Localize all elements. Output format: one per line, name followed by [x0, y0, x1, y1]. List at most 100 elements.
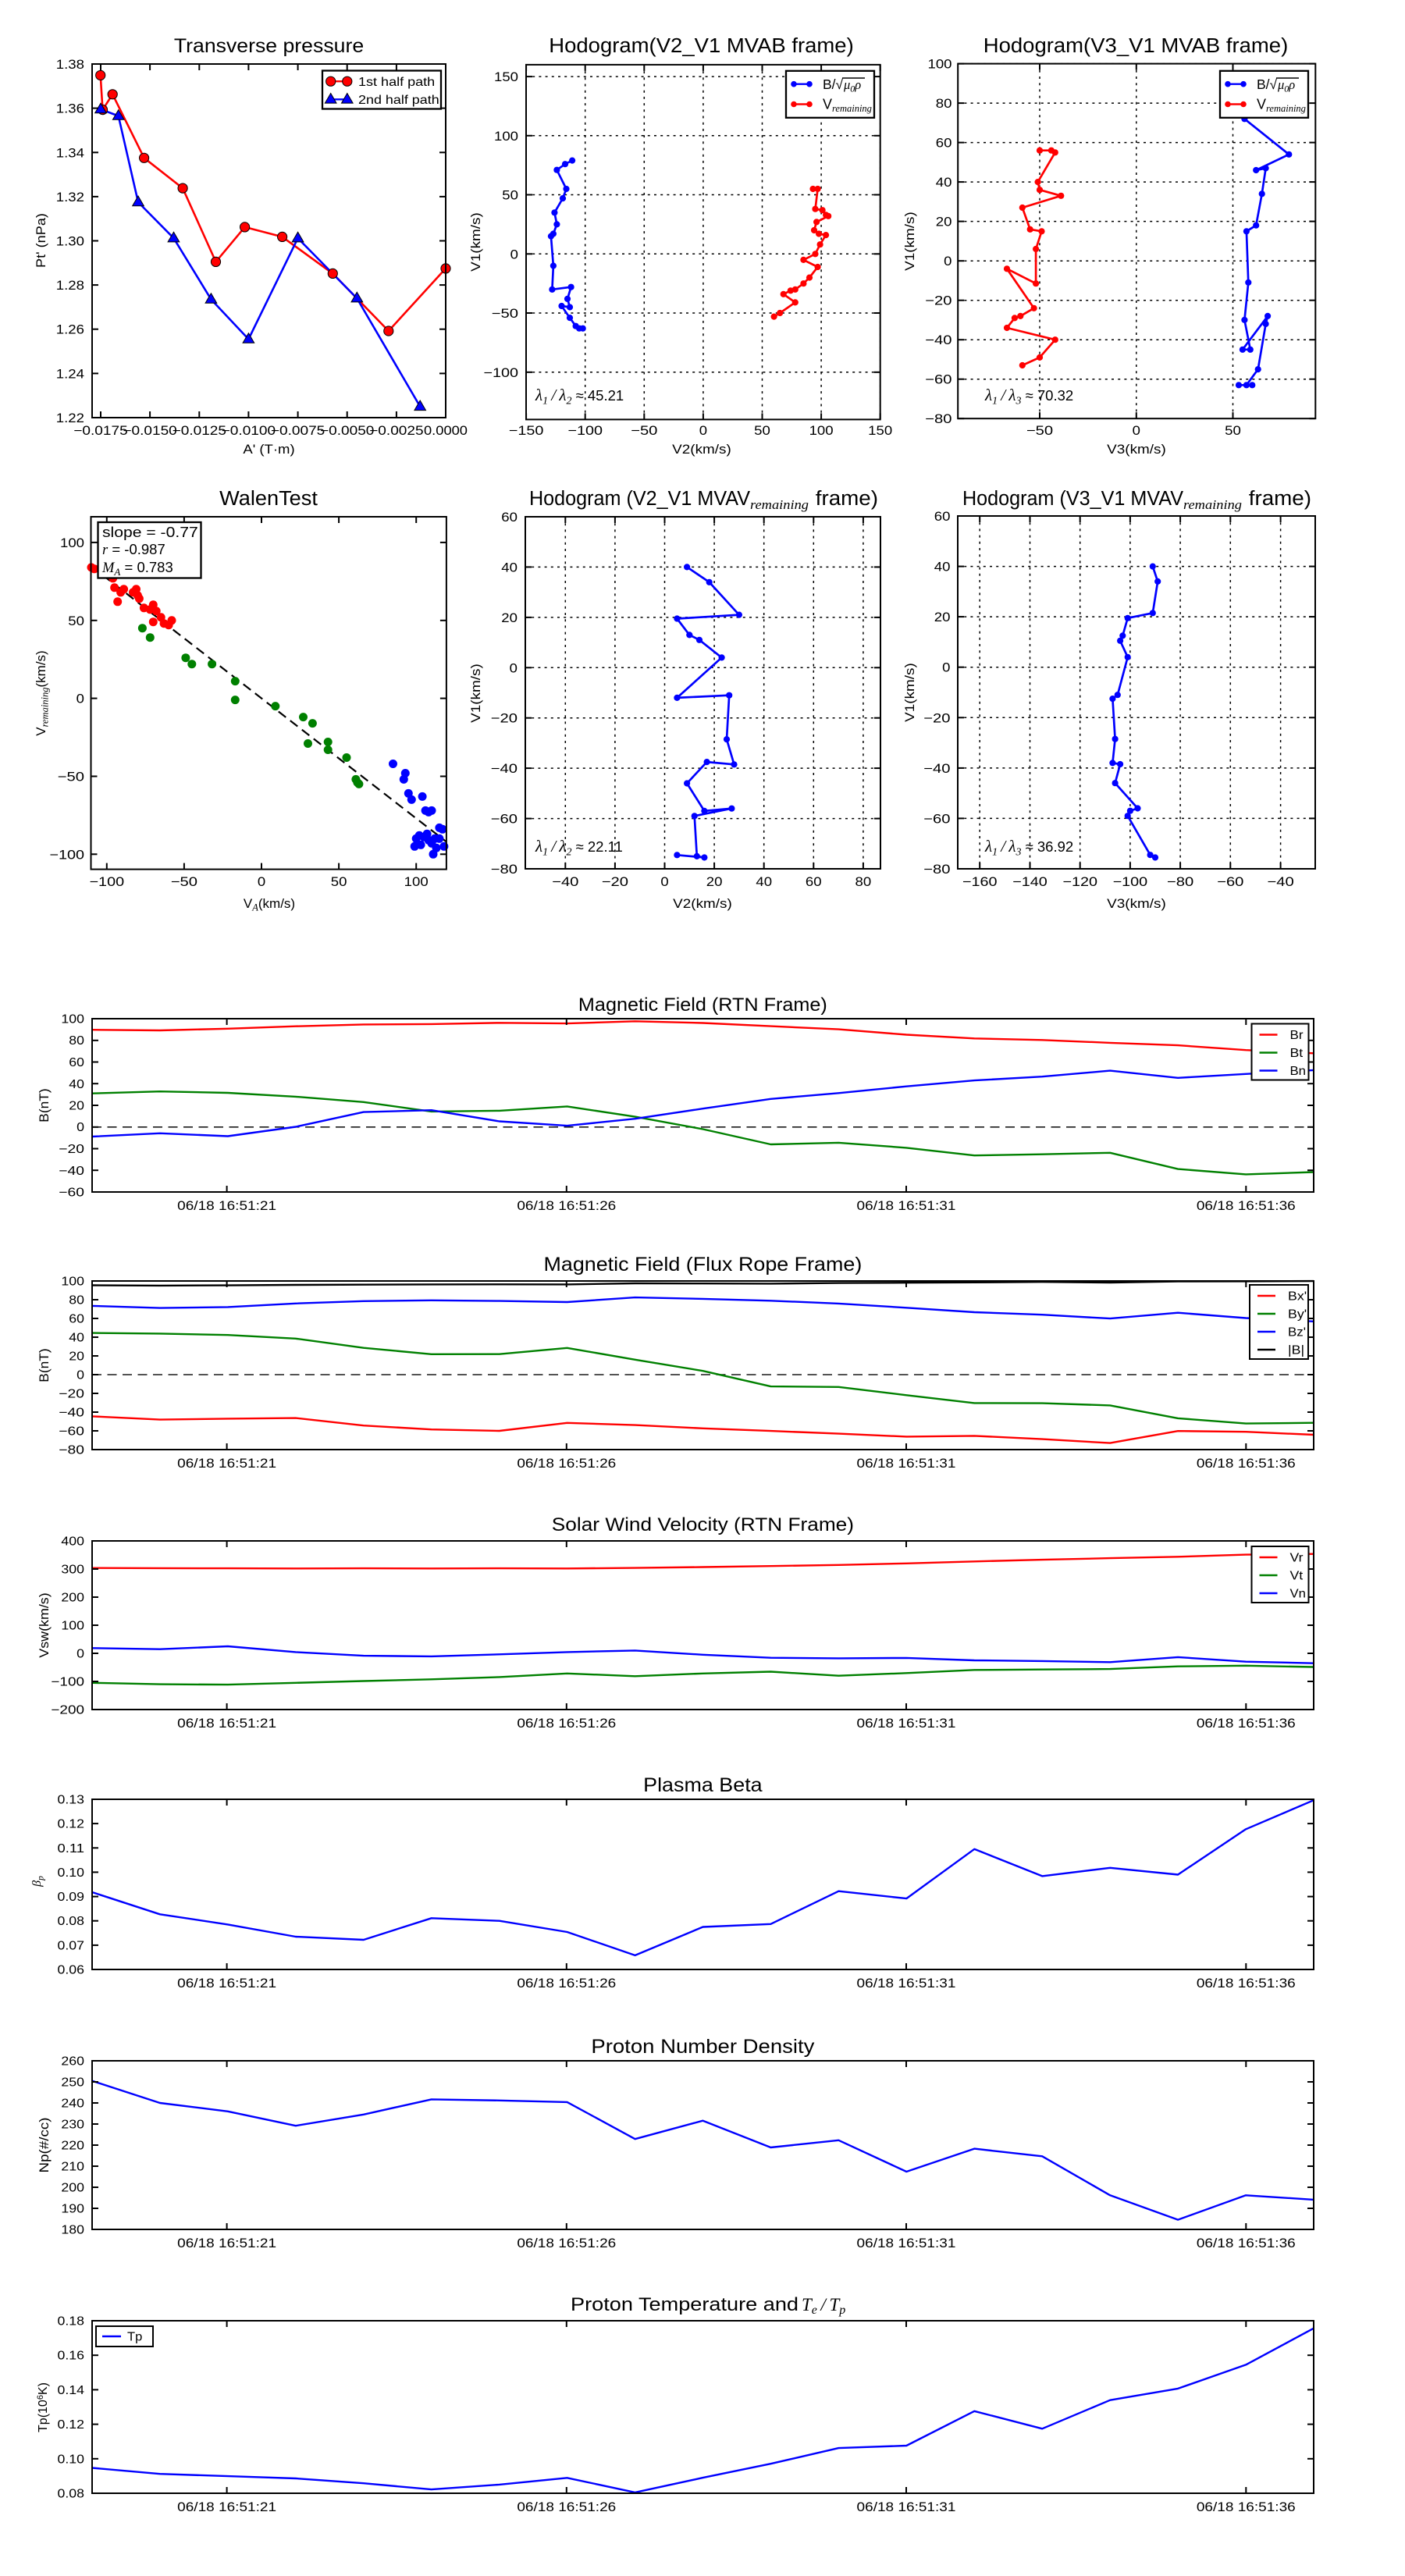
- svg-text:V2(km/s): V2(km/s): [673, 896, 732, 911]
- svg-text:20: 20: [934, 610, 951, 624]
- svg-text:V2(km/s): V2(km/s): [672, 442, 731, 457]
- svg-text:06/18 16:51:26: 06/18 16:51:26: [517, 2500, 616, 2514]
- svg-text:V3(km/s): V3(km/s): [1107, 442, 1166, 457]
- svg-text:0.06: 0.06: [58, 1964, 85, 1977]
- svg-text:B(nT): B(nT): [37, 1348, 52, 1382]
- svg-text:Solar Wind Velocity (RTN Frame: Solar Wind Velocity (RTN Frame): [552, 1514, 854, 1535]
- svg-text:1.26: 1.26: [56, 323, 84, 337]
- svg-text:λ1 / λ3 ≈ 36.92: λ1 / λ3 ≈ 36.92: [984, 837, 1073, 859]
- svg-text:−40: −40: [491, 762, 518, 776]
- svg-text:B(nT): B(nT): [37, 1088, 52, 1122]
- svg-text:−0.0050: −0.0050: [320, 424, 374, 438]
- svg-text:60: 60: [501, 511, 518, 525]
- svg-text:−100: −100: [567, 424, 603, 438]
- svg-text:06/18 16:51:26: 06/18 16:51:26: [517, 1716, 616, 1731]
- svg-text:06/18 16:51:21: 06/18 16:51:21: [177, 2500, 276, 2514]
- svg-text:V1(km/s): V1(km/s): [468, 664, 483, 723]
- svg-text:remaining: remaining: [750, 497, 809, 512]
- svg-text:60: 60: [806, 875, 822, 889]
- svg-text:μ0ρ: μ0ρ: [843, 77, 861, 94]
- svg-text:Vn: Vn: [1290, 1588, 1306, 1601]
- svg-text:1.30: 1.30: [56, 235, 84, 249]
- svg-text:−0.0175: −0.0175: [73, 424, 127, 438]
- svg-text:40: 40: [936, 176, 952, 190]
- svg-text:−0.0100: −0.0100: [222, 424, 276, 438]
- svg-text:06/18 16:51:36: 06/18 16:51:36: [1197, 1976, 1296, 1991]
- svg-text:06/18 16:51:26: 06/18 16:51:26: [517, 1456, 616, 1471]
- svg-text:400: 400: [61, 1535, 84, 1549]
- svg-text:0.16: 0.16: [58, 2350, 85, 2363]
- svg-text:Tp(106K): Tp(106K): [36, 2382, 50, 2432]
- svg-text:50: 50: [754, 424, 770, 438]
- svg-text:06/18 16:51:31: 06/18 16:51:31: [857, 1456, 956, 1471]
- svg-text:1.36: 1.36: [56, 102, 84, 116]
- svg-text:−20: −20: [491, 712, 518, 726]
- svg-text:210: 210: [61, 2161, 84, 2174]
- svg-text:60: 60: [934, 510, 951, 524]
- svg-text:−80: −80: [59, 1444, 84, 1457]
- svg-text:−100: −100: [51, 1676, 84, 1689]
- svg-text:0.13: 0.13: [58, 1794, 85, 1807]
- svg-text:0: 0: [1133, 424, 1140, 438]
- svg-text:−80: −80: [925, 412, 951, 426]
- svg-text:80: 80: [855, 875, 872, 889]
- svg-text:λ1 / λ2 ≈ 45.21: λ1 / λ2 ≈ 45.21: [535, 386, 624, 407]
- svg-text:200: 200: [61, 1592, 84, 1605]
- svg-text:λ1 / λ3 ≈ 70.32: λ1 / λ3 ≈ 70.32: [984, 386, 1073, 407]
- svg-text:slope = -0.77: slope = -0.77: [102, 524, 198, 540]
- svg-text:40: 40: [756, 875, 772, 889]
- svg-text:0.07: 0.07: [58, 1939, 85, 1952]
- svg-text:0.08: 0.08: [58, 1915, 85, 1928]
- svg-text:06/18 16:51:31: 06/18 16:51:31: [857, 2236, 956, 2250]
- svg-text:06/18 16:51:21: 06/18 16:51:21: [177, 1716, 276, 1731]
- svg-text:−60: −60: [491, 813, 518, 827]
- svg-text:06/18 16:51:36: 06/18 16:51:36: [1197, 1456, 1296, 1471]
- svg-text:Magnetic Field (Flux Rope Fram: Magnetic Field (Flux Rope Frame): [544, 1254, 863, 1276]
- svg-text:40: 40: [69, 1078, 84, 1091]
- svg-text:250: 250: [61, 2076, 84, 2090]
- svg-text:1.34: 1.34: [56, 146, 84, 160]
- svg-text:−100: −100: [1113, 875, 1148, 889]
- svg-text:06/18 16:51:36: 06/18 16:51:36: [1197, 2500, 1296, 2514]
- svg-text:06/18 16:51:26: 06/18 16:51:26: [517, 1976, 616, 1991]
- svg-text:Hodogram (V2_V1 MVAV: Hodogram (V2_V1 MVAV: [529, 488, 750, 510]
- svg-text:100: 100: [61, 1276, 84, 1289]
- svg-text:40: 40: [934, 560, 951, 575]
- svg-text:Bz': Bz': [1288, 1326, 1306, 1340]
- svg-text:260: 260: [61, 2055, 84, 2069]
- svg-text:−20: −20: [59, 1388, 84, 1401]
- svg-text:−0.0025: −0.0025: [369, 424, 423, 438]
- svg-text:50: 50: [331, 875, 347, 889]
- svg-text:μ0ρ: μ0ρ: [1277, 77, 1295, 94]
- svg-text:Transverse pressure: Transverse pressure: [174, 36, 364, 57]
- svg-text:0: 0: [76, 1369, 84, 1382]
- svg-text:20: 20: [69, 1350, 84, 1364]
- svg-text:0: 0: [942, 661, 950, 675]
- svg-text:0: 0: [76, 692, 84, 706]
- svg-text:0: 0: [76, 1648, 84, 1661]
- svg-text:0: 0: [699, 424, 707, 438]
- svg-text:0.10: 0.10: [58, 1866, 85, 1880]
- svg-text:20: 20: [501, 611, 518, 625]
- svg-text:06/18 16:51:21: 06/18 16:51:21: [177, 1976, 276, 1991]
- svg-text:06/18 16:51:36: 06/18 16:51:36: [1197, 1198, 1296, 1213]
- svg-text:06/18 16:51:31: 06/18 16:51:31: [857, 2500, 956, 2514]
- svg-text:−20: −20: [923, 711, 950, 725]
- svg-text:50: 50: [1225, 424, 1241, 438]
- svg-text:B/√: B/√: [823, 76, 844, 92]
- svg-text:Hodogram(V3_V1 MVAB frame): Hodogram(V3_V1 MVAB frame): [984, 35, 1289, 57]
- svg-text:50: 50: [502, 189, 518, 203]
- svg-text:80: 80: [69, 1034, 84, 1048]
- svg-text:0: 0: [510, 661, 518, 675]
- svg-text:300: 300: [61, 1564, 84, 1577]
- svg-text:−100: −100: [49, 848, 84, 862]
- svg-text:−200: −200: [51, 1704, 84, 1717]
- svg-text:240: 240: [61, 2097, 84, 2111]
- svg-text:0: 0: [76, 1121, 84, 1134]
- svg-text:−40: −40: [1267, 875, 1293, 889]
- svg-text:−60: −60: [925, 373, 951, 387]
- svg-text:1.32: 1.32: [56, 190, 84, 205]
- svg-text:−40: −40: [923, 762, 950, 776]
- svg-text:200: 200: [61, 2182, 84, 2195]
- svg-text:0.10: 0.10: [58, 2453, 85, 2466]
